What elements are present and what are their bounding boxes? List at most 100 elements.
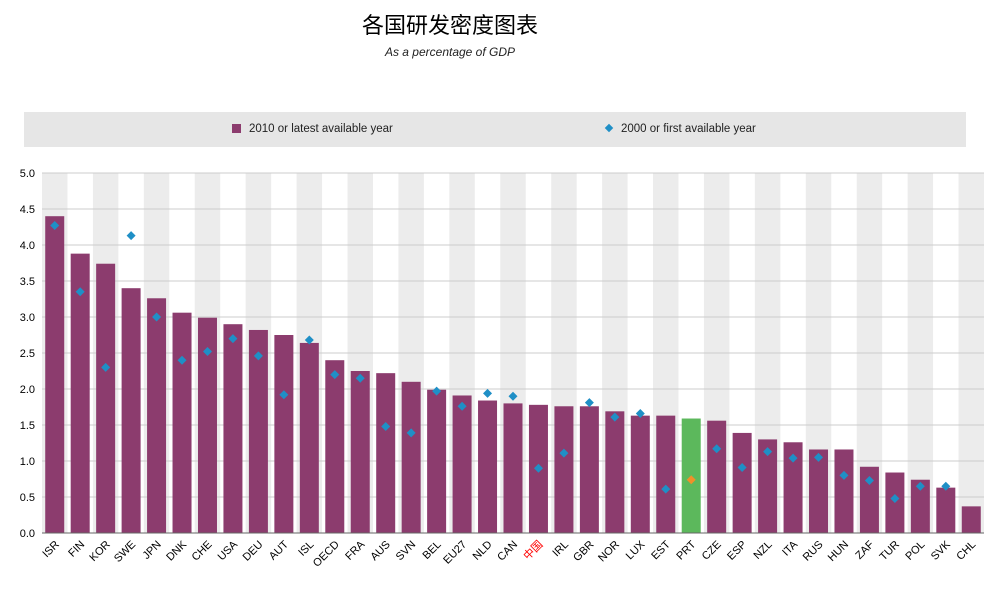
marker-AUT	[279, 390, 289, 400]
marker-OECD	[330, 370, 340, 380]
bar-ISR	[45, 216, 65, 533]
x-tick-label: DEU	[241, 539, 266, 564]
marker-HUN	[839, 470, 849, 480]
bar-OECD	[325, 360, 345, 533]
x-tick-label: FIN	[66, 539, 87, 560]
marker-CHE	[202, 347, 212, 357]
bar-KOR	[96, 263, 116, 533]
legend-item-bars: 2010 or latest available year	[232, 123, 393, 135]
bar-BEL	[427, 389, 447, 533]
bar-ZAF	[859, 466, 879, 533]
marker-KOR	[101, 362, 111, 372]
marker-CZE	[712, 444, 722, 454]
marker-GBR	[584, 398, 594, 408]
x-tick-label: TUR	[878, 539, 903, 564]
bar-ITA	[783, 442, 803, 533]
x-tick-label: CAN	[495, 539, 520, 564]
bar-RUS	[809, 449, 829, 533]
bar-NLD	[478, 400, 498, 533]
marker-TUR	[890, 493, 900, 503]
marker-ESP	[737, 462, 747, 472]
bar-SWE	[121, 288, 141, 533]
bar-EU27	[452, 395, 472, 533]
marker-PRT	[686, 475, 696, 485]
x-tick-label: POL	[903, 539, 927, 563]
x-tick-label: ESP	[725, 539, 749, 563]
x-tick-label: ZAF	[853, 538, 876, 561]
marker-FRA	[355, 373, 365, 383]
marker-NZL	[763, 447, 773, 457]
bar-ISL	[299, 342, 319, 533]
y-tick-label: 4.0	[20, 240, 35, 252]
x-tick-label: SWE	[112, 539, 138, 565]
x-tick-label: EU27	[441, 539, 469, 567]
bar-chart: 0.0 0.5 1.0 1.5 2.0 2.5 3.0 3.5 4.0 4.5 5.0 ISR FIN…	[20, 168, 984, 570]
bar-ESP	[732, 432, 752, 533]
marker-LUX	[635, 408, 645, 418]
bar-DNK	[172, 312, 192, 533]
legend: 2010 or latest available year 2000 or fi…	[24, 112, 966, 147]
x-tick-label: CHE	[190, 539, 215, 564]
bar-EST	[656, 415, 676, 533]
marker-NOR	[610, 412, 620, 422]
bar-FRA	[350, 371, 370, 533]
x-tick-label: ISR	[40, 539, 61, 560]
x-tick-label: LUX	[624, 538, 648, 562]
x-tick-label: PRT	[674, 538, 698, 562]
x-tick-label: SVK	[929, 538, 954, 563]
y-tick-label: 1.5	[20, 420, 35, 432]
marker-SVK	[941, 481, 951, 491]
y-tick-label: 3.5	[20, 276, 35, 288]
marker-RUS	[814, 452, 824, 462]
markers-series-2000	[50, 221, 951, 503]
x-tick-label: NOR	[596, 539, 622, 565]
x-tick-label: NLD	[471, 539, 495, 563]
x-tick-label: NZL	[752, 539, 775, 562]
x-tick-label: DNK	[164, 538, 189, 563]
marker-IRL	[559, 448, 569, 458]
marker-EST	[661, 484, 671, 494]
x-tick-label: CZE	[700, 539, 724, 563]
x-tick-label: JPN	[141, 539, 164, 562]
x-tick-label: AUS	[368, 539, 392, 563]
bar-AUS	[376, 373, 396, 533]
marker-POL	[915, 481, 925, 491]
bar-POL	[910, 479, 930, 533]
x-tick-label: ITA	[780, 538, 800, 558]
marker-FIN	[75, 287, 85, 297]
marker-SWE	[126, 231, 136, 241]
bar-SVK	[936, 487, 956, 533]
legend-marker-label: 2000 or first available year	[621, 123, 756, 135]
bar-CZE	[707, 420, 727, 533]
y-tick-label: 4.5	[20, 204, 35, 216]
x-tick-label: EST	[649, 538, 673, 562]
bar-AUT	[274, 335, 294, 533]
bar-DEU	[248, 329, 268, 533]
x-tick-label: ISL	[296, 539, 316, 559]
marker-DNK	[177, 355, 187, 365]
bar-GBR	[579, 406, 599, 533]
bar-HUN	[834, 449, 854, 533]
x-tick-label: HUN	[826, 539, 851, 564]
bar-CHE	[197, 317, 217, 533]
x-tick-label: AUT	[267, 538, 291, 562]
marker-JPN	[152, 312, 162, 322]
marker-AUS	[381, 421, 391, 431]
bar-NZL	[758, 439, 778, 533]
marker-BEL	[432, 386, 442, 396]
y-axis-ticks: 0.0 0.5 1.0 1.5 2.0 2.5 3.0 3.5 4.0 4.5 5.0	[20, 168, 35, 540]
y-tick-label: 5.0	[20, 168, 35, 180]
y-tick-label: 3.0	[20, 312, 35, 324]
chart-subtitle: As a percentage of GDP	[384, 45, 516, 59]
marker-USA	[228, 334, 238, 344]
y-tick-label: 2.5	[20, 348, 35, 360]
bar-LUX	[630, 415, 650, 533]
marker-SVN	[406, 428, 416, 438]
marker-ITA	[788, 453, 798, 463]
legend-item-markers: 2000 or first available year	[604, 123, 756, 135]
legend-diamond-icon	[604, 123, 614, 133]
x-tick-label: USA	[216, 538, 241, 563]
x-tick-label: KOR	[87, 539, 112, 564]
y-tick-label: 0.0	[20, 528, 35, 540]
x-tick-label: IRL	[550, 539, 571, 560]
